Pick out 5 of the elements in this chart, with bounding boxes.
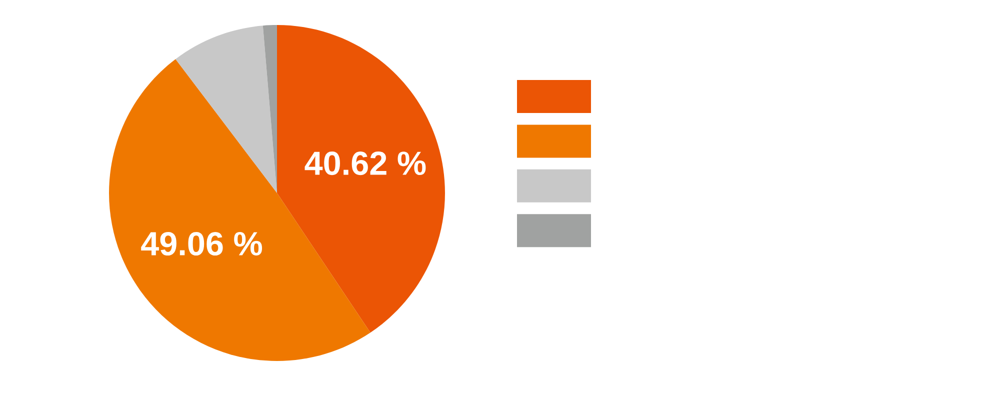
pie-slice <box>176 26 277 193</box>
data-label: 40.62 % <box>304 152 426 176</box>
pie-slice <box>262 25 277 193</box>
pie-slice <box>277 25 445 333</box>
data-label: 49.06 % <box>141 232 262 256</box>
